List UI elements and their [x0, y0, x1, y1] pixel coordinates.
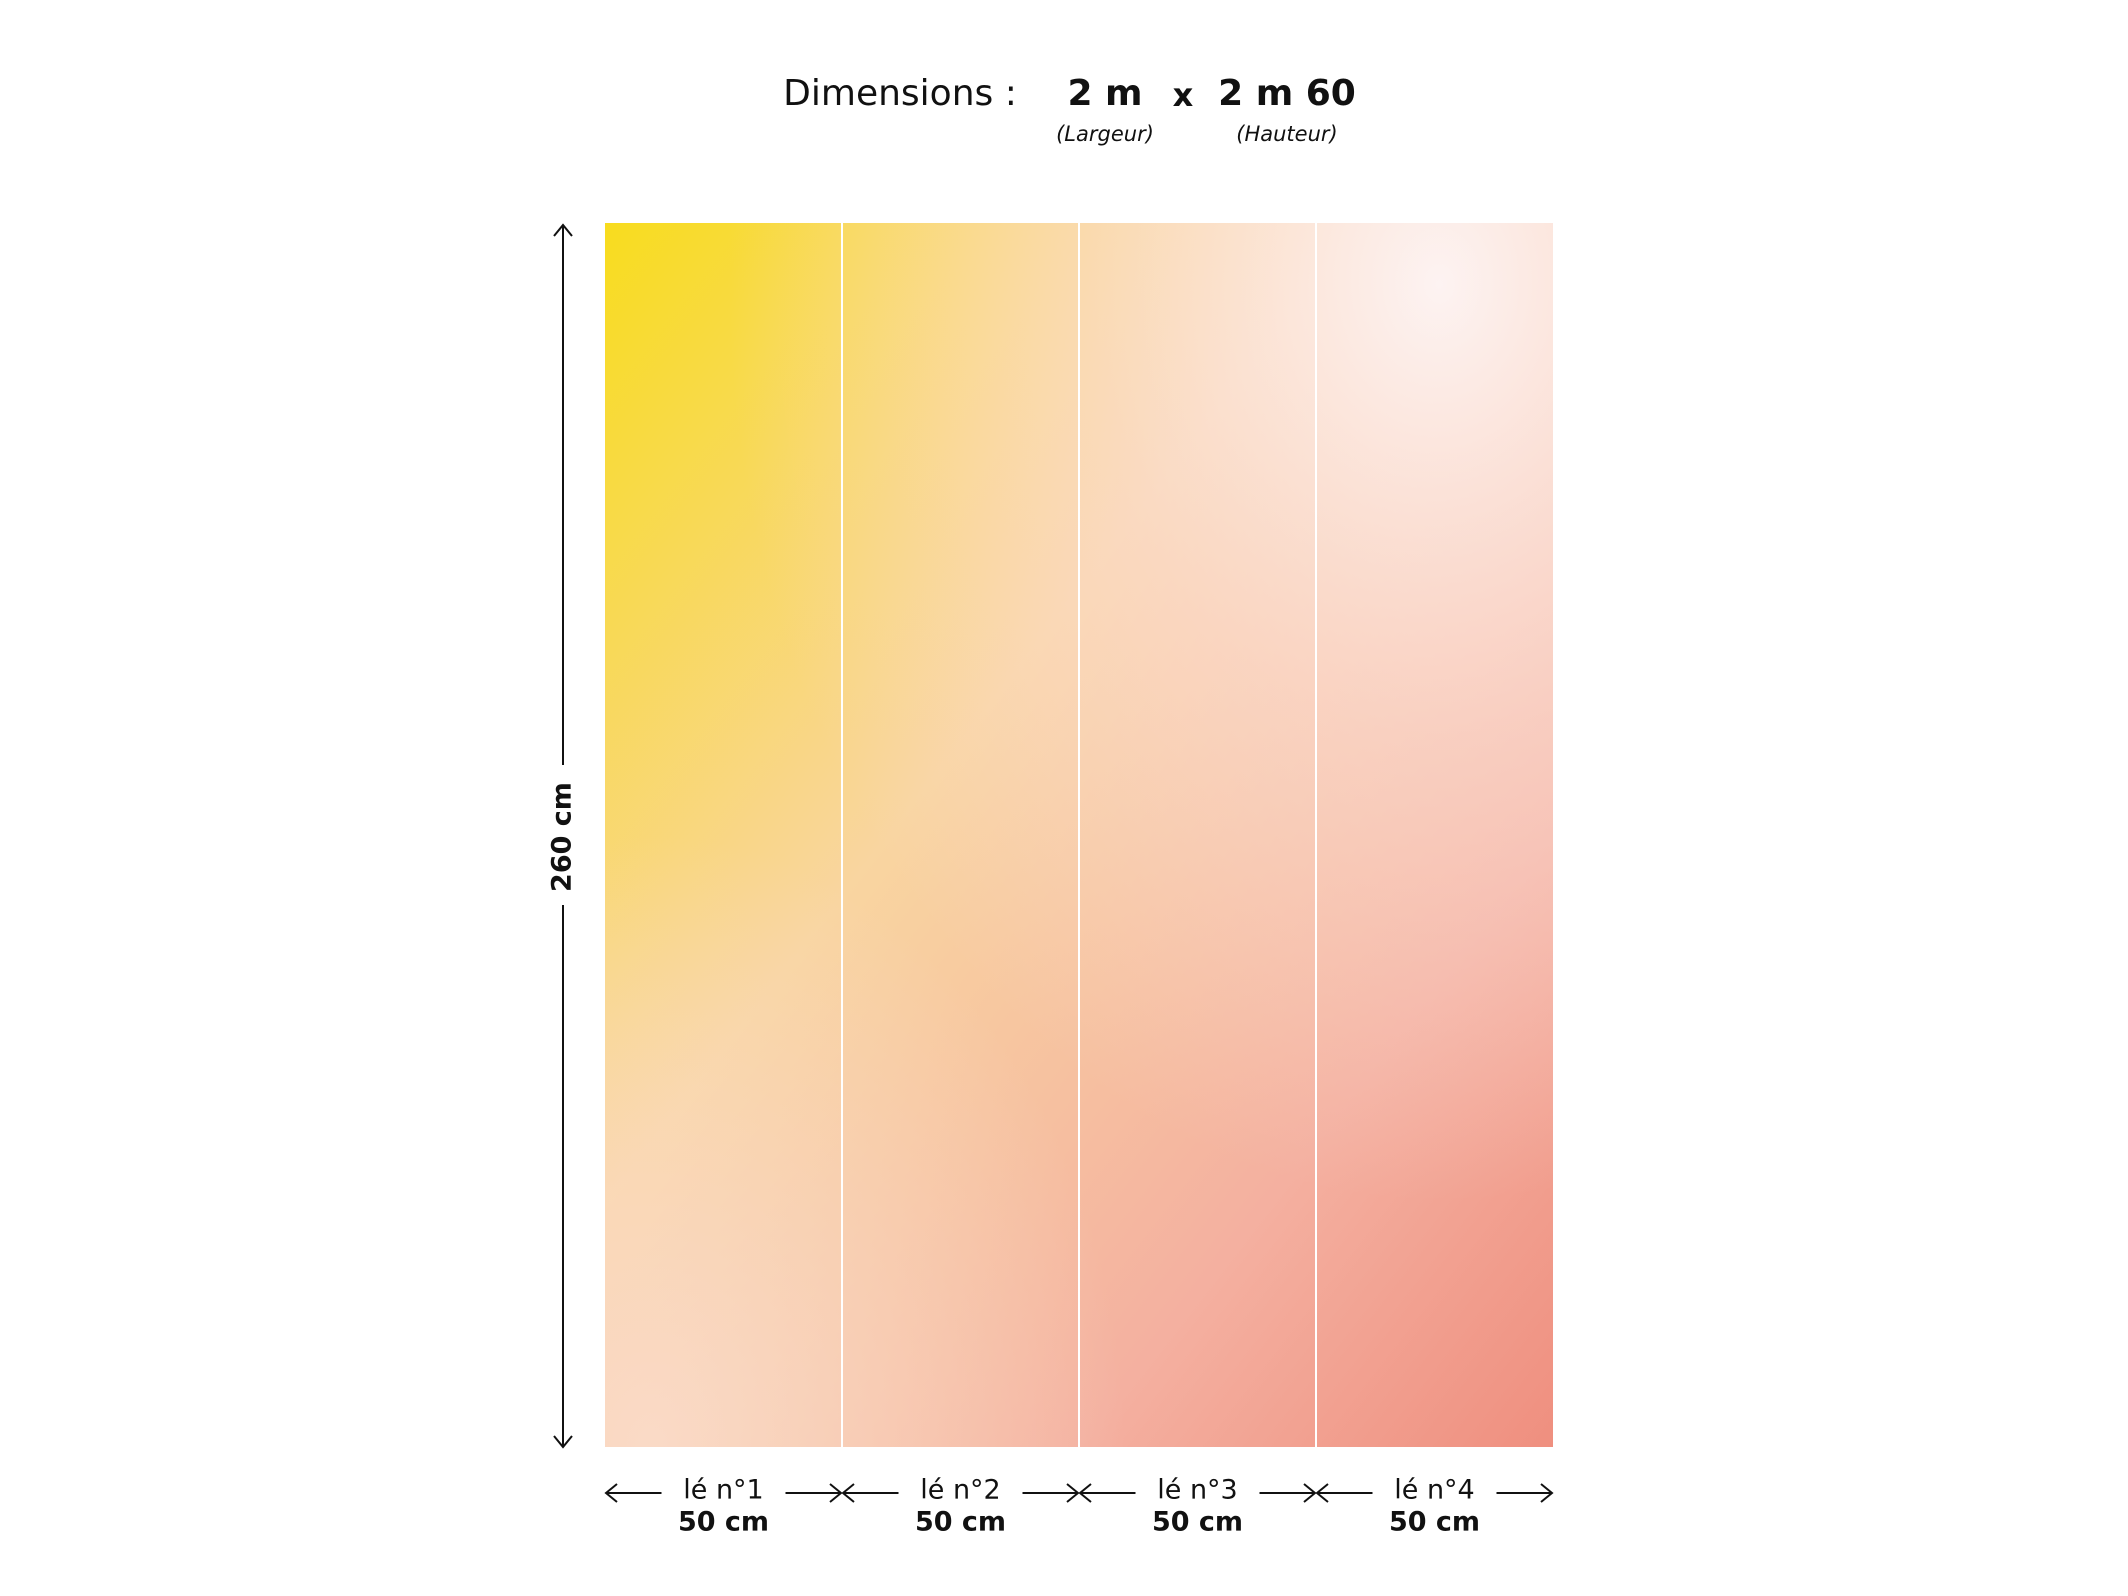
arrow-head: [829, 1483, 843, 1503]
panel-label: lé n°4: [1394, 1475, 1475, 1506]
arrow-head: [553, 223, 573, 237]
arrow-head: [1303, 1483, 1317, 1503]
height-value: 2 m 60: [1218, 73, 1356, 114]
height-dimension: 260 cm: [547, 782, 578, 892]
height-arrow: 260 cm: [547, 223, 578, 1449]
panel-width: 50 cm: [915, 1507, 1006, 1538]
arrow-head: [1540, 1483, 1554, 1503]
panel-width: 50 cm: [1152, 1507, 1243, 1538]
panel-label: lé n°1: [683, 1475, 764, 1506]
width-value: 2 m: [1067, 73, 1142, 114]
width-note: (Largeur): [1056, 122, 1154, 146]
height-note: (Hauteur): [1236, 122, 1337, 146]
arrow-head: [604, 1483, 618, 1503]
arrow-head: [1078, 1483, 1092, 1503]
arrow-head: [1315, 1483, 1329, 1503]
arrow-head: [1066, 1483, 1080, 1503]
panel-width: 50 cm: [1389, 1507, 1480, 1538]
dimensions-label: Dimensions :: [783, 73, 1017, 114]
arrow-head: [553, 1435, 573, 1449]
panel-label: lé n°3: [1157, 1475, 1238, 1506]
separator: x: [1173, 76, 1194, 114]
panel-label: lé n°2: [920, 1475, 1001, 1506]
panel-width: 50 cm: [678, 1507, 769, 1538]
arrow-head: [841, 1483, 855, 1503]
